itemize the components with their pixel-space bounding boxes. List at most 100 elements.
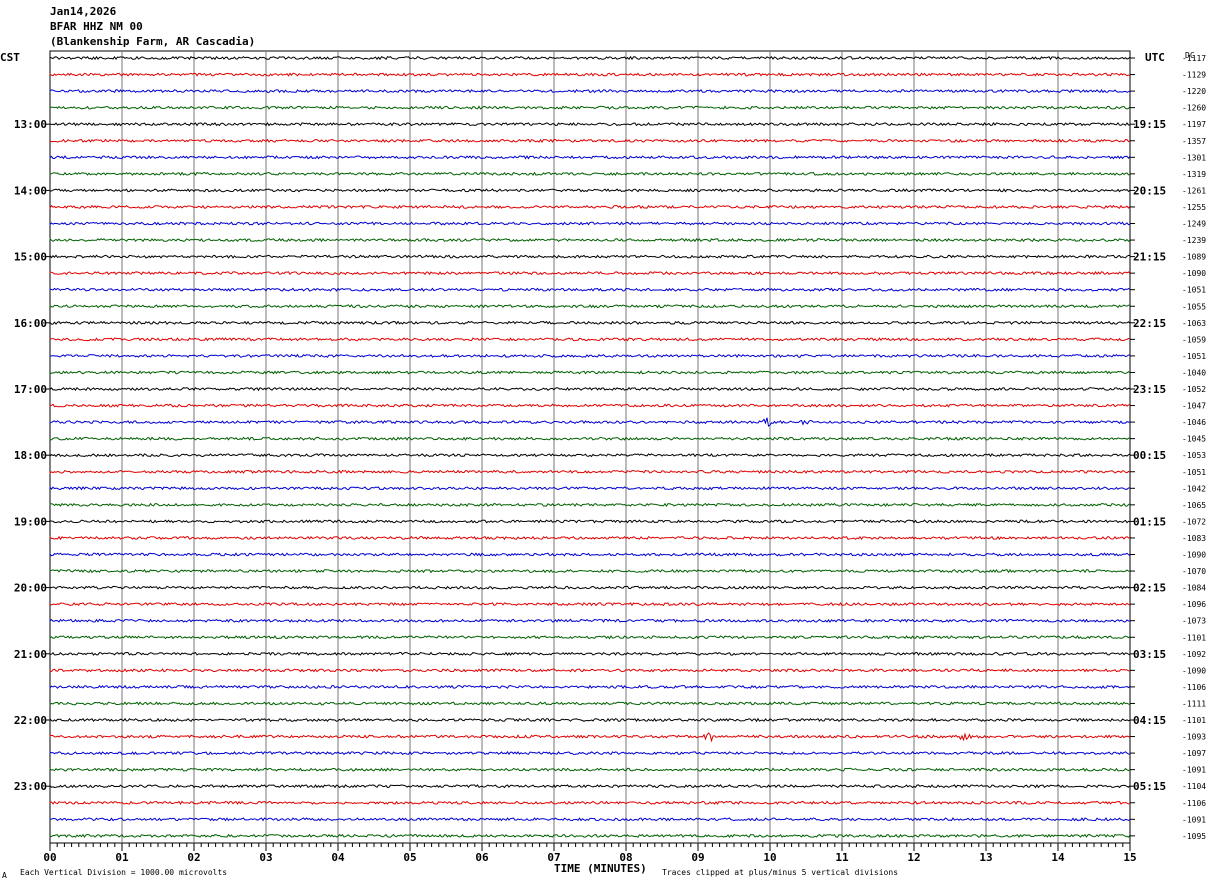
right-hour-label: 22:15 [1133, 317, 1166, 330]
header-station: BFAR HHZ NM 00 [50, 20, 143, 33]
trace-line [49, 485, 1131, 491]
trace-line [49, 585, 1131, 590]
dc-offset-label: -1096 [1182, 600, 1206, 609]
x-tick-label: 04 [331, 851, 345, 864]
dc-offset-label: -1117 [1182, 54, 1206, 63]
x-tick-label: 05 [403, 851, 416, 864]
trace-line [49, 436, 1131, 441]
right-hour-label: 03:15 [1133, 648, 1166, 661]
x-tick-label: 10 [763, 851, 776, 864]
trace-line [49, 386, 1131, 392]
dc-offset-label: -1083 [1182, 534, 1206, 543]
dc-offset-label: -1357 [1182, 137, 1206, 146]
dc-offset-label: -1051 [1182, 352, 1206, 361]
trace-line [49, 88, 1131, 94]
x-axis-title: TIME (MINUTES) [554, 862, 647, 875]
dc-offset-label: -1255 [1182, 203, 1206, 212]
left-hour-label: 23:00 [14, 780, 47, 793]
trace-line [49, 767, 1131, 772]
x-tick-label: 09 [691, 851, 704, 864]
dc-offset-label: -1220 [1182, 87, 1206, 96]
trace-line [49, 417, 1131, 427]
dc-offset-label: -1261 [1182, 186, 1206, 195]
trace-line [49, 271, 1131, 276]
right-hour-label: 04:15 [1133, 714, 1166, 727]
trace-line [49, 469, 1131, 474]
x-tick-label: 00 [43, 851, 56, 864]
trace-line [49, 684, 1131, 690]
right-hour-label: 02:15 [1133, 582, 1166, 595]
trace-line [49, 750, 1131, 756]
corner-mark: A [2, 871, 7, 880]
x-tick-label: 12 [907, 851, 920, 864]
trace-line [49, 171, 1131, 177]
trace-line [49, 320, 1131, 325]
x-tick-label: 08 [619, 851, 632, 864]
right-timezone-label: UTC [1145, 51, 1165, 64]
trace-line [49, 519, 1131, 524]
plot-frame [49, 50, 1131, 844]
right-hour-label: 05:15 [1133, 780, 1166, 793]
trace-line [49, 701, 1131, 706]
dc-offset-label: -1249 [1182, 220, 1206, 229]
clip-note: Traces clipped at plus/minus 5 vertical … [662, 868, 899, 877]
right-hour-label: 01:15 [1133, 515, 1166, 528]
left-hour-label: 20:00 [14, 582, 47, 595]
x-tick-label: 02 [187, 851, 200, 864]
left-hour-label: 22:00 [14, 714, 47, 727]
right-hour-label: 20:15 [1133, 184, 1166, 197]
dc-offset-label: -1063 [1182, 319, 1206, 328]
dc-offset-label: -1104 [1182, 782, 1206, 791]
trace-line [49, 817, 1131, 822]
dc-offset-label: -1197 [1182, 120, 1206, 129]
trace-line [49, 121, 1131, 127]
trace-line [49, 502, 1131, 508]
dc-offset-label: -1092 [1182, 650, 1206, 659]
left-hour-label: 16:00 [14, 317, 47, 330]
trace-line [49, 453, 1131, 458]
trace-line [49, 403, 1131, 408]
trace-line [49, 72, 1131, 77]
header-location: (Blankenship Farm, AR Cascadia) [50, 35, 256, 48]
dc-offset-label: -1089 [1182, 253, 1206, 262]
dc-offset-label: -1051 [1182, 468, 1206, 477]
trace-line [49, 353, 1131, 358]
dc-offset-label: -1073 [1182, 617, 1206, 626]
dc-offset-label: -1040 [1182, 368, 1206, 377]
left-hour-label: 15:00 [14, 251, 47, 264]
trace-line [49, 732, 1131, 743]
header-date: Jan14,2026 [50, 5, 117, 18]
trace-line [49, 651, 1131, 656]
trace-line [49, 668, 1131, 673]
dc-offset-label: -1106 [1182, 683, 1206, 692]
trace-line [49, 602, 1131, 607]
trace-line [49, 155, 1131, 160]
dc-offset-label: -1091 [1182, 766, 1206, 775]
trace-line [49, 552, 1131, 557]
trace-line [49, 618, 1131, 623]
scale-note: Each Vertical Division = 1000.00 microvo… [20, 868, 228, 877]
trace-line [49, 784, 1131, 789]
right-hour-label: 21:15 [1133, 251, 1166, 264]
dc-offset-label: -1101 [1182, 633, 1206, 642]
left-hour-label: 18:00 [14, 449, 47, 462]
dc-offset-label: -1239 [1182, 236, 1206, 245]
dc-offset-label: -1047 [1182, 402, 1206, 411]
left-hour-label: 17:00 [14, 383, 47, 396]
x-tick-label: 11 [835, 851, 849, 864]
trace-line [49, 287, 1131, 292]
trace-line [49, 370, 1131, 375]
x-tick-label: 03 [259, 851, 272, 864]
dc-offset-label: -1051 [1182, 286, 1206, 295]
x-tick-label: 07 [547, 851, 560, 864]
left-hour-label: 19:00 [14, 515, 47, 528]
trace-line [49, 204, 1131, 210]
right-hour-label: 23:15 [1133, 383, 1166, 396]
right-hour-label: 00:15 [1133, 449, 1166, 462]
trace-line [49, 535, 1131, 541]
trace-line [49, 138, 1131, 143]
dc-offset-label: -1084 [1182, 584, 1206, 593]
dc-offset-label: -1042 [1182, 484, 1206, 493]
dc-offset-label: -1055 [1182, 302, 1206, 311]
